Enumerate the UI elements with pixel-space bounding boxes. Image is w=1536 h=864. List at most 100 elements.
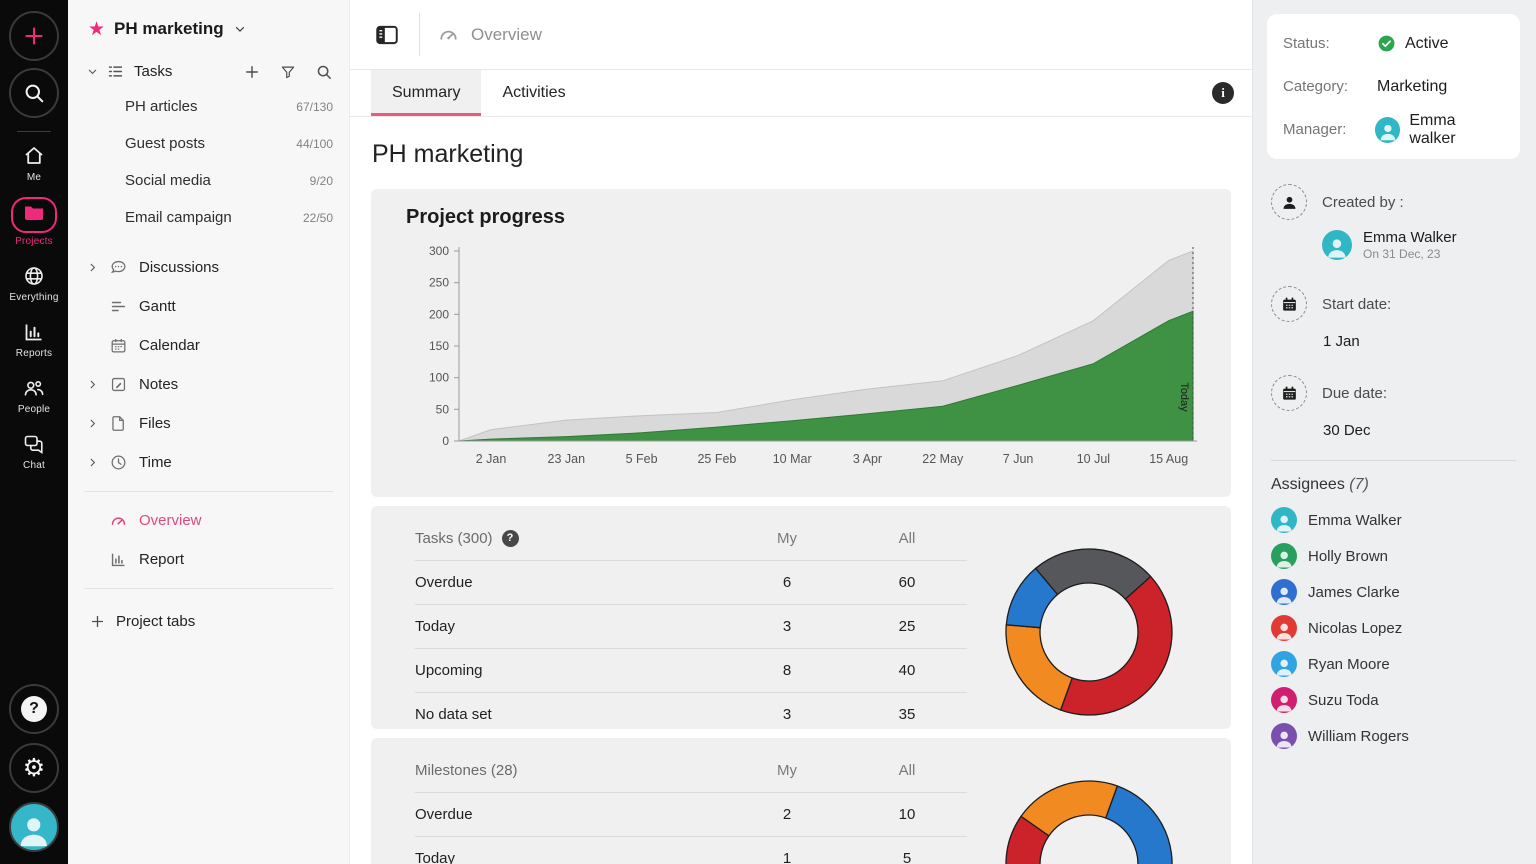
help-button[interactable]: ?	[9, 684, 59, 734]
task-list-item[interactable]: Email campaign 22/50	[68, 199, 349, 236]
task-list-item[interactable]: Social media 9/20	[68, 162, 349, 199]
creator: Emma Walker On 31 Dec, 23	[1322, 229, 1520, 261]
sidebar-item-label: Files	[139, 415, 171, 432]
assignee-item[interactable]: Suzu Toda	[1271, 687, 1520, 713]
assignee-item[interactable]: Nicolas Lopez	[1271, 615, 1520, 641]
tab-activities[interactable]: Activities	[502, 84, 566, 101]
task-list-item[interactable]: PH articles 67/130	[68, 88, 349, 125]
tasks-donut-chart	[1005, 548, 1173, 716]
sidebar-item-notes[interactable]: Notes	[68, 365, 349, 404]
add-project-tab-button[interactable]: Project tabs	[68, 598, 349, 640]
chevron-down-icon[interactable]	[86, 65, 99, 78]
discussions-icon	[109, 258, 128, 277]
created-by-label: Created by :	[1322, 193, 1404, 211]
project-switcher[interactable]: ★ PH marketing	[68, 0, 349, 55]
progress-area-chart: 0 50 100 150 200 250 300 2 Jan 23 Jan 5 Feb…	[429, 244, 1197, 466]
rail-item-label: Reports	[15, 348, 53, 359]
sidebar-toggle-icon[interactable]	[374, 22, 400, 48]
filter-icon[interactable]	[279, 63, 297, 81]
assignee-avatar	[1271, 723, 1297, 749]
search-tasks-icon[interactable]	[315, 63, 333, 81]
assignee-item[interactable]: James Clarke	[1271, 579, 1520, 605]
gauge-icon	[109, 511, 128, 530]
sidebar-item-overview[interactable]: Overview	[68, 501, 349, 540]
rail-item-label: Everything	[9, 292, 59, 303]
sidebar-item-discussions[interactable]: Discussions	[68, 248, 349, 287]
milestones-card: Milestones (28) My All Overdue 2 10 Today…	[371, 738, 1231, 864]
rail-item-label: People	[17, 404, 51, 415]
user-avatar[interactable]	[9, 802, 59, 852]
rail-item-people[interactable]: People	[9, 376, 58, 415]
task-list-item[interactable]: Guest posts 44/100	[68, 125, 349, 162]
add-task-icon[interactable]	[243, 63, 261, 81]
svg-text:7 Jun: 7 Jun	[1003, 452, 1034, 466]
star-icon: ★	[88, 18, 106, 40]
info-icon[interactable]: i	[1212, 82, 1234, 104]
sidebar-item-time[interactable]: Time	[68, 443, 349, 482]
start-date-label: Start date:	[1322, 295, 1392, 313]
table-row: No data set 3 35	[415, 692, 967, 736]
category-label: Category:	[1283, 78, 1349, 95]
task-list-label: Guest posts	[125, 135, 206, 152]
people-icon	[22, 376, 46, 400]
project-info-panel: Status: Active Category: Marketing Manag…	[1252, 0, 1536, 864]
chevron-right-icon	[86, 261, 99, 274]
chart-title: Project progress	[406, 206, 565, 228]
tab-summary[interactable]: Summary	[371, 70, 482, 116]
assignee-item[interactable]: William Rogers	[1271, 723, 1520, 749]
svg-text:50: 50	[436, 402, 450, 416]
settings-button[interactable]: ⚙	[9, 743, 59, 793]
project-name: PH marketing	[114, 19, 224, 38]
sidebar-item-calendar[interactable]: Calendar	[68, 326, 349, 365]
start-date-value: 1 Jan	[1323, 333, 1360, 350]
row-all-value: 40	[898, 662, 916, 679]
row-my-value: 2	[782, 806, 792, 823]
svg-text:2 Jan: 2 Jan	[476, 452, 507, 466]
svg-text:Today: Today	[1178, 382, 1190, 412]
assignee-avatar	[1271, 507, 1297, 533]
project-tabs-label: Project tabs	[116, 613, 196, 630]
svg-text:150: 150	[429, 339, 449, 353]
creator-avatar[interactable]	[1322, 230, 1352, 260]
topbar-divider	[419, 13, 420, 56]
sidebar-item-label: Calendar	[139, 337, 200, 354]
assignee-item[interactable]: Ryan Moore	[1271, 651, 1520, 677]
chevron-down-icon	[233, 22, 247, 36]
help-icon[interactable]: ?	[501, 529, 519, 547]
table-row: Overdue 6 60	[415, 560, 967, 604]
category-value: Marketing	[1377, 77, 1448, 95]
sidebar-item-gantt[interactable]: Gantt	[68, 287, 349, 326]
global-search-button[interactable]	[9, 68, 59, 118]
gantt-icon	[109, 297, 128, 316]
manager-avatar[interactable]	[1374, 116, 1401, 143]
rail-item-reports[interactable]: Reports	[9, 320, 58, 359]
gauge-icon	[437, 23, 460, 46]
milestones-table-title: Milestones (28)	[415, 761, 518, 779]
rail-item-chat[interactable]: Chat	[9, 432, 58, 471]
rail-divider	[17, 131, 51, 132]
tasks-table: Tasks (300) ? My All Overdue 6 60 Today 3…	[415, 516, 967, 729]
rail-item-label: Me	[26, 172, 42, 183]
rail-item-projects[interactable]: Projects	[9, 197, 58, 247]
sidebar-item-report[interactable]: Report	[68, 540, 349, 579]
tasks-label[interactable]: Tasks	[134, 63, 173, 80]
calendar-icon	[1271, 286, 1307, 322]
add-button[interactable]	[9, 11, 59, 61]
rail-item-me[interactable]: Me	[9, 144, 58, 183]
assignee-name: Emma Walker	[1308, 511, 1402, 529]
rail-item-everything[interactable]: Everything	[9, 264, 58, 303]
app-rail: Me Projects Everything Reports People Chat ? …	[0, 0, 68, 864]
summary-content: PH marketing Project progress 0 50 100 1…	[350, 140, 1252, 864]
assignee-item[interactable]: Emma Walker	[1271, 507, 1520, 533]
assignee-name: Suzu Toda	[1308, 691, 1379, 709]
row-all-value: 5	[902, 850, 912, 864]
assignee-avatar	[1271, 687, 1297, 713]
assignee-item[interactable]: Holly Brown	[1271, 543, 1520, 569]
person-icon	[1271, 184, 1307, 220]
tasks-table-title: Tasks (300)	[415, 529, 493, 547]
table-row: Upcoming 8 40	[415, 648, 967, 692]
breadcrumb: Overview	[437, 23, 542, 46]
assignee-name: William Rogers	[1308, 727, 1409, 745]
creator-name: Emma Walker	[1363, 229, 1457, 246]
sidebar-item-files[interactable]: Files	[68, 404, 349, 443]
